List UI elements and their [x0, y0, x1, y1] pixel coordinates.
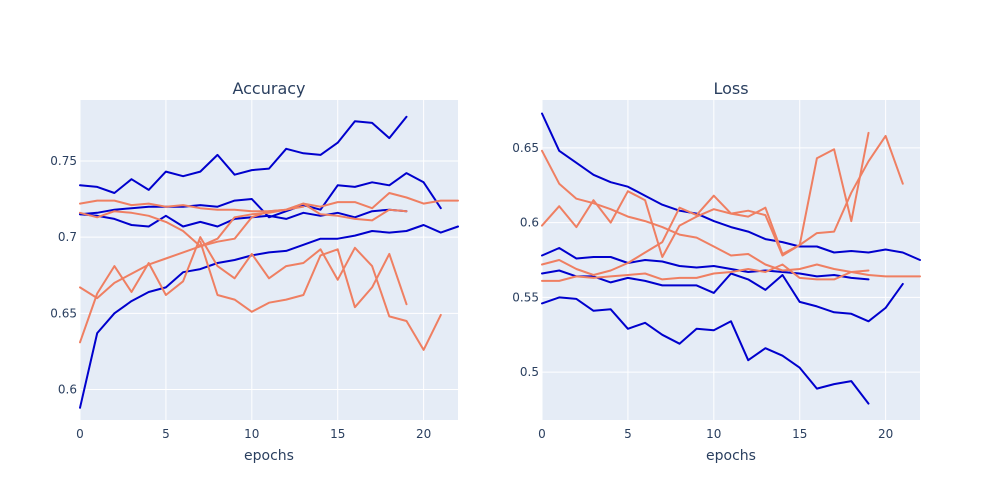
series-line-2 — [541, 247, 870, 281]
y-tick-label: 0.6 — [520, 216, 539, 230]
y-tick-label: 0.65 — [512, 141, 539, 155]
x-tick-label: 0 — [538, 427, 546, 441]
series-line-8 — [541, 263, 870, 282]
series-line-3 — [79, 208, 408, 228]
series-line-1 — [541, 112, 921, 261]
subplot-accuracy: 0 5 10 15 20 0.6 0.65 0.7 0.75 Accuracy epochs — [50, 79, 459, 464]
y-tick-label: 0.65 — [50, 306, 77, 320]
subplot-title: Accuracy — [232, 79, 305, 98]
x-tick-label: 0 — [76, 427, 84, 441]
series-line-1 — [79, 115, 408, 194]
y-tick-label: 0.6 — [58, 383, 77, 397]
y-tick-label: 0.55 — [512, 290, 539, 304]
series-line-2 — [79, 172, 442, 219]
subplot-loss: 0 5 10 15 20 0.5 0.55 0.6 0.65 Loss epochs — [512, 79, 921, 464]
series-line-7 — [541, 134, 904, 276]
y-tick-label: 0.7 — [58, 230, 77, 244]
series-line-6 — [541, 131, 870, 258]
x-tick-label: 5 — [162, 427, 170, 441]
series-line-4 — [541, 296, 870, 405]
series-line-3 — [541, 269, 904, 323]
x-tick-label: 15 — [330, 427, 345, 441]
x-tick-label: 5 — [624, 427, 632, 441]
plot-area — [80, 100, 458, 420]
x-tick-label: 15 — [792, 427, 807, 441]
series-line-6 — [79, 202, 408, 248]
x-tick-label: 10 — [706, 427, 721, 441]
x-axis-title: epochs — [706, 448, 756, 464]
series-line-9 — [199, 240, 408, 313]
series-line-5 — [541, 149, 921, 278]
plot-area — [542, 100, 920, 420]
y-tick-label: 0.75 — [50, 154, 77, 168]
series-line-8 — [79, 236, 442, 351]
series-line-7 — [79, 205, 305, 300]
y-tick-label: 0.5 — [520, 365, 539, 379]
series-line-4 — [79, 224, 459, 409]
x-tick-label: 10 — [244, 427, 259, 441]
x-tick-label: 20 — [416, 427, 431, 441]
subplot-title: Loss — [713, 79, 748, 98]
x-tick-label: 20 — [878, 427, 893, 441]
x-axis-title: epochs — [244, 448, 294, 464]
